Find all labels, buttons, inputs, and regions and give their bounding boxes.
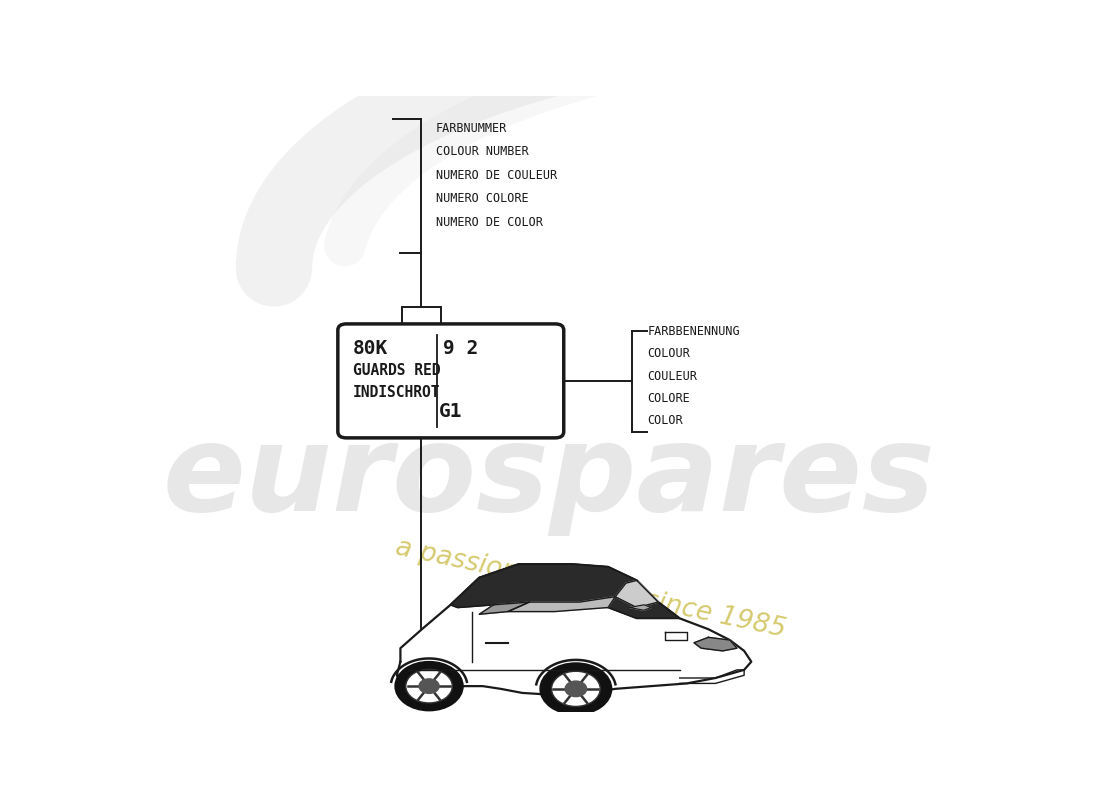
Text: FARBNUMMER: FARBNUMMER	[436, 122, 507, 135]
Text: 9 2: 9 2	[443, 338, 478, 358]
Bar	[402, 306, 441, 331]
Text: COULEUR: COULEUR	[647, 370, 697, 382]
Circle shape	[540, 663, 612, 714]
Text: COLOUR NUMBER: COLOUR NUMBER	[436, 146, 528, 158]
Circle shape	[406, 670, 452, 703]
Text: NUMERO DE COULEUR: NUMERO DE COULEUR	[436, 169, 557, 182]
Circle shape	[419, 679, 439, 694]
FancyBboxPatch shape	[338, 324, 563, 438]
Circle shape	[395, 662, 463, 710]
Text: COLORE: COLORE	[647, 392, 690, 405]
Text: NUMERO DE COLOR: NUMERO DE COLOR	[436, 215, 542, 229]
Circle shape	[565, 681, 586, 697]
Polygon shape	[508, 597, 615, 611]
Text: COLOR: COLOR	[647, 414, 683, 427]
Text: FARBBENENNUNG: FARBBENENNUNG	[647, 325, 740, 338]
Text: a passion for parts since 1985: a passion for parts since 1985	[394, 534, 789, 643]
Text: G1: G1	[439, 402, 462, 421]
Text: COLOUR: COLOUR	[647, 347, 690, 360]
Polygon shape	[629, 605, 651, 610]
Text: NUMERO COLORE: NUMERO COLORE	[436, 192, 528, 205]
Polygon shape	[694, 638, 737, 651]
Polygon shape	[480, 602, 529, 614]
Polygon shape	[615, 581, 658, 607]
Circle shape	[551, 671, 601, 706]
Polygon shape	[397, 564, 751, 694]
Text: eurospares: eurospares	[163, 419, 936, 537]
Text: GUARDS RED: GUARDS RED	[353, 363, 441, 378]
Text: 80K: 80K	[353, 338, 388, 358]
Text: INDISCHROT: INDISCHROT	[353, 385, 441, 400]
Polygon shape	[451, 564, 680, 618]
